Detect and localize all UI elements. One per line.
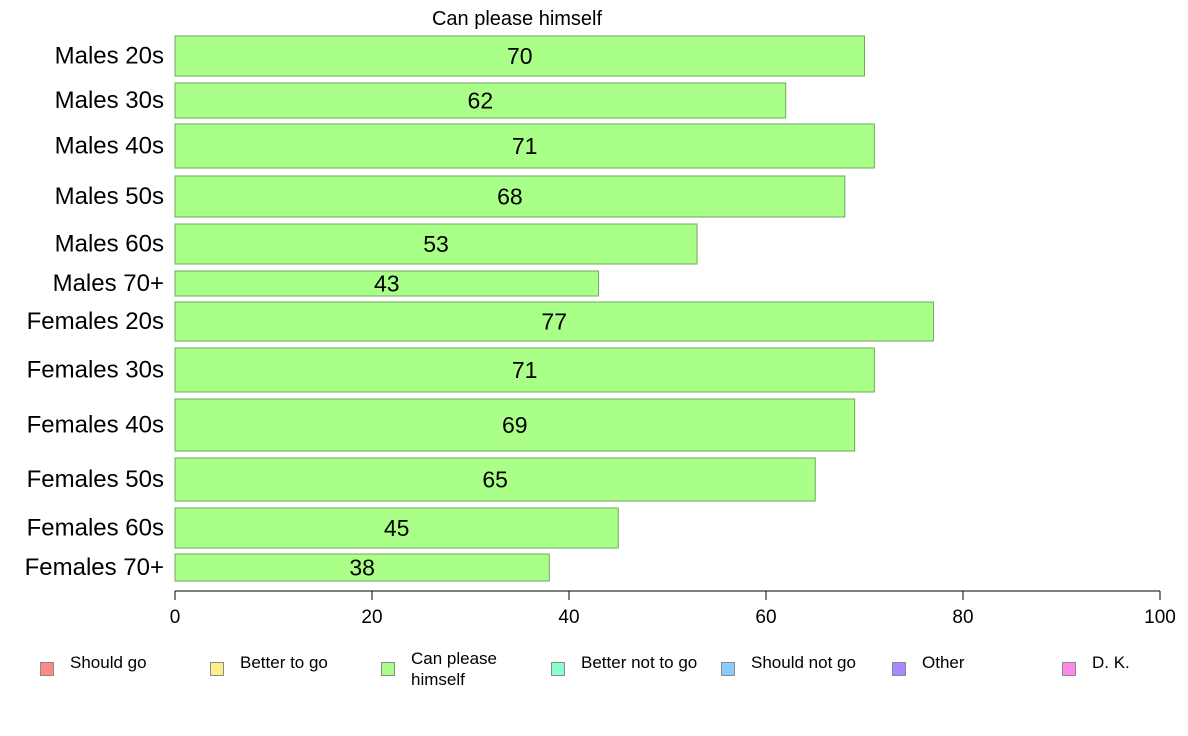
category-label-males-60s: Males 60s <box>55 231 164 258</box>
legend-swatch-better-not-to-go <box>551 662 565 676</box>
bar-value-label-males-70plus: 43 <box>374 271 400 297</box>
bar-females-60s <box>174 507 619 549</box>
category-label-females-60s: Females 60s <box>27 515 164 542</box>
bar-females-50s <box>174 457 816 502</box>
legend-item-dk: D. K. <box>1062 648 1172 676</box>
legend-swatch-should-go <box>40 662 54 676</box>
legend-swatch-can-please-himself <box>381 662 395 676</box>
bar-females-30s <box>174 347 875 393</box>
legend-item-should-not-go: Should not go <box>721 648 891 676</box>
x-tick-label-40: 40 <box>558 607 579 628</box>
bar-males-60s <box>174 223 698 265</box>
legend-item-better-to-go: Better to go <box>210 648 345 676</box>
x-tick-label-20: 20 <box>361 607 382 628</box>
x-tick-label-60: 60 <box>755 607 776 628</box>
legend-label-can-please-himself: Can please himself <box>411 649 498 689</box>
bar-value-label-females-20s: 77 <box>541 309 567 335</box>
category-label-females-70plus: Females 70+ <box>25 554 164 581</box>
category-label-females-20s: Females 20s <box>27 308 164 335</box>
bar-males-50s <box>174 175 846 218</box>
x-tick-label-100: 100 <box>1144 607 1176 628</box>
bar-males-20s <box>174 35 865 77</box>
bar-group: 70 Males 20s 62 Males 30s 71 Males 40s 68 Males… <box>25 35 934 582</box>
legend-label-dk: D. K. <box>1092 653 1130 672</box>
legend-swatch-better-to-go <box>210 662 224 676</box>
bar-females-40s <box>174 398 856 452</box>
legend-item-should-go: Should go <box>40 648 175 676</box>
bar-value-label-males-40s: 71 <box>512 133 538 159</box>
legend-label-should-not-go: Should not go <box>751 653 856 672</box>
legend-item-other: Other <box>892 648 1027 676</box>
bar-males-30s <box>174 82 787 119</box>
category-label-females-50s: Females 50s <box>27 466 164 493</box>
bar-females-70plus <box>174 553 550 582</box>
category-label-females-40s: Females 40s <box>27 412 164 439</box>
bar-value-label-females-30s: 71 <box>512 357 538 383</box>
category-label-males-70plus: Males 70+ <box>53 270 164 297</box>
chart-title: Can please himself <box>432 8 603 30</box>
bar-value-label-males-50s: 68 <box>497 184 523 210</box>
bar-value-label-males-20s: 70 <box>507 43 533 69</box>
legend-swatch-dk <box>1062 662 1076 676</box>
legend: Should go Better to go Can please himsel… <box>0 640 1188 700</box>
legend-label-better-not-to-go: Better not to go <box>581 653 698 672</box>
legend-swatch-should-not-go <box>721 662 735 676</box>
bar-value-label-males-60s: 53 <box>423 231 449 257</box>
legend-item-better-not-to-go: Better not to go <box>551 648 721 676</box>
category-label-males-40s: Males 40s <box>55 133 164 160</box>
bar-value-label-females-60s: 45 <box>384 515 410 541</box>
legend-swatch-other <box>892 662 906 676</box>
bar-males-70plus <box>174 270 600 297</box>
bar-value-label-females-70plus: 38 <box>349 555 375 581</box>
bar-value-label-males-30s: 62 <box>468 88 494 114</box>
x-axis: 0 20 40 60 80 100 <box>170 590 1176 628</box>
bar-males-40s <box>174 123 875 169</box>
legend-label-should-go: Should go <box>70 653 147 672</box>
bar-value-label-females-40s: 69 <box>502 412 528 438</box>
x-tick-label-80: 80 <box>952 607 973 628</box>
category-label-males-20s: Males 20s <box>55 43 164 70</box>
bar-chart: Can please himself 70 Males 20s 62 Males 30… <box>25 8 1176 628</box>
bar-females-20s <box>174 301 934 342</box>
bar-value-label-females-50s: 65 <box>482 467 508 493</box>
legend-label-better-to-go: Better to go <box>240 653 328 672</box>
legend-label-other: Other <box>922 653 965 672</box>
category-label-females-30s: Females 30s <box>27 357 164 384</box>
x-tick-label-0: 0 <box>170 607 181 628</box>
category-label-males-50s: Males 50s <box>55 183 164 210</box>
category-label-males-30s: Males 30s <box>55 87 164 114</box>
legend-item-can-please-himself: Can please himself <box>381 648 516 690</box>
